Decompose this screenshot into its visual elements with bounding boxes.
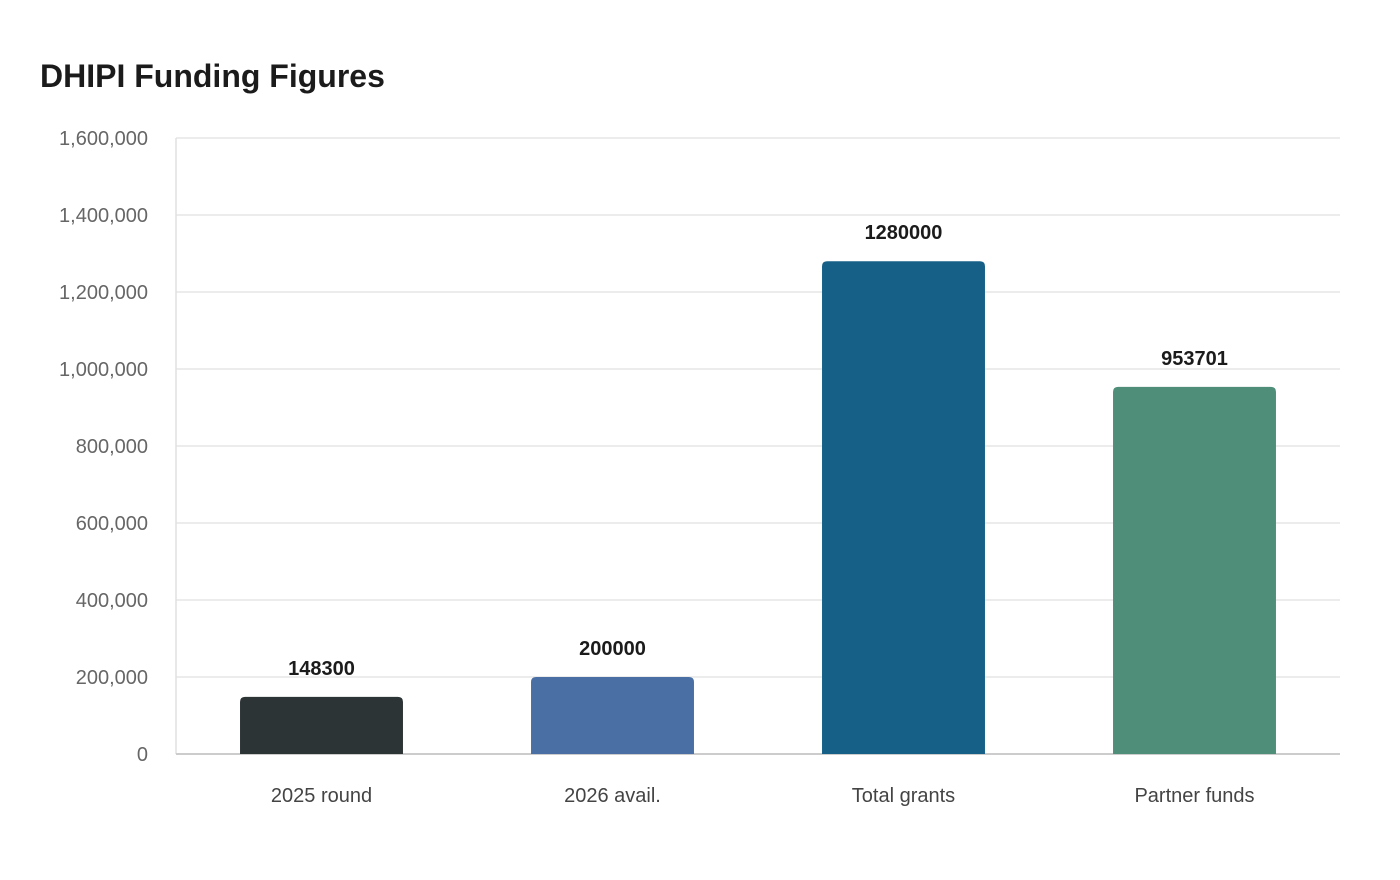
bar xyxy=(240,696,403,754)
chart-title: DHIPI Funding Figures xyxy=(40,58,385,94)
y-tick-labels: 0 200,000 400,000 600,000 800,000 1,000,000 1,… xyxy=(59,128,148,766)
bars xyxy=(240,261,1276,754)
category-labels: 2025 round 2026 avail. Total grants Partner… xyxy=(271,785,1255,807)
bar-value-label: 148300 xyxy=(288,658,355,680)
y-tick-label: 600,000 xyxy=(76,513,148,535)
category-label: 2026 avail. xyxy=(564,785,661,807)
y-tick-label: 400,000 xyxy=(76,590,148,612)
bar xyxy=(531,677,694,754)
bar xyxy=(1113,386,1276,754)
category-label: 2025 round xyxy=(271,785,372,807)
bar xyxy=(822,261,985,754)
category-label: Total grants xyxy=(852,785,955,807)
bar-value-label: 1280000 xyxy=(865,222,943,244)
y-tick-label: 0 xyxy=(137,744,148,766)
gridlines xyxy=(176,137,1340,678)
value-labels: 148300 200000 1280000 953701 xyxy=(288,222,1228,680)
y-tick-label: 1,200,000 xyxy=(59,282,148,304)
category-label: Partner funds xyxy=(1134,785,1254,807)
y-tick-label: 800,000 xyxy=(76,436,148,458)
y-tick-label: 1,600,000 xyxy=(59,128,148,150)
y-tick-label: 200,000 xyxy=(76,667,148,689)
y-tick-label: 1,400,000 xyxy=(59,205,148,227)
bar-value-label: 953701 xyxy=(1161,348,1228,370)
bar-value-label: 200000 xyxy=(579,638,646,660)
y-tick-label: 1,000,000 xyxy=(59,359,148,381)
